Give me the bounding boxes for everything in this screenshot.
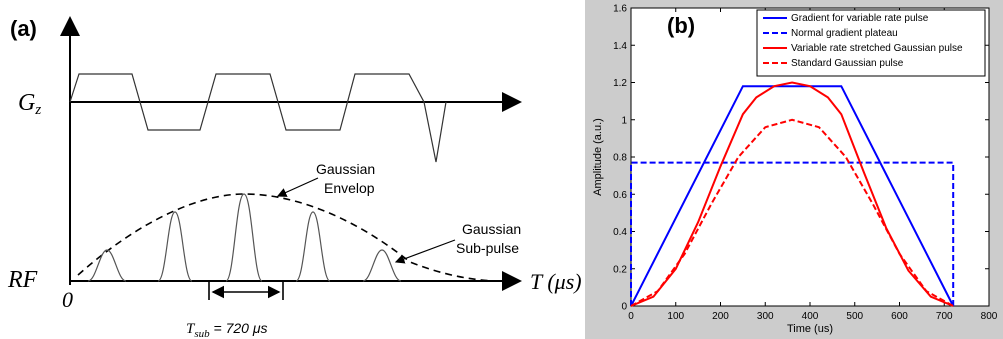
legend-entry: Normal gradient plateau [791,28,898,39]
gaussian-subpulse-label-line2: Sub-pulse [456,240,519,256]
x-tick-label: 400 [802,311,819,322]
gaussian-subpulse-2 [157,211,193,282]
y-tick-label: 1.2 [613,78,627,89]
series-group [630,81,955,307]
y-tick-label: 0.6 [613,190,627,201]
x-tick-label: 700 [936,311,953,322]
envelope-arrow [276,177,319,197]
gaussian-envelope-curve [77,193,496,282]
subpulse-arrow [394,239,456,264]
schematic-panel-a: (a) Gz RF 0 T (μs) Gaussian Envelop Gaus… [7,16,582,339]
x-tick-label: 500 [846,311,863,322]
series-line-3 [630,81,954,307]
gz-waveform [69,73,447,163]
x-tick-label: 100 [667,311,684,322]
gaussian-envelope-label-line1: Gaussian [316,161,375,177]
gaussian-subpulse-4 [295,211,331,282]
x-tick-label: 600 [891,311,908,322]
legend-entry: Gradient for variable rate pulse [791,13,929,24]
rf-label: RF [7,267,38,293]
gaussian-subpulse-5 [362,249,402,282]
y-tick-label: 1.6 [613,4,627,15]
legend-entry: Standard Gaussian pulse [791,58,904,69]
gaussian-envelope-label-line2: Envelop [324,180,375,196]
y-tick-label: 0 [621,302,627,313]
series-line-1 [630,85,955,307]
panel-b-label: (b) [667,13,695,38]
x-axis-title: Time (us) [787,323,833,335]
legend-box [756,9,986,77]
y-tick-label: 0.2 [613,264,627,275]
time-axis-label: T (μs) [530,269,582,294]
legend: Gradient for variable rate pulse Normal g… [756,9,986,77]
y-tick-label: 1.4 [613,41,627,52]
y-tick-label: 0.8 [613,153,627,164]
schematic-svg: (a) Gz RF 0 T (μs) Gaussian Envelop Gaus… [7,16,582,339]
axis-ticks: 0 100 200 300 400 500 600 700 800 0 0.2 0.4 0.6 0.8 1 1… [613,4,998,323]
tsub-label: Tsub = 720 μs [186,320,268,339]
y-axis-title: Amplitude (a.u.) [592,118,604,196]
x-tick-label: 0 [628,311,634,322]
x-tick-label: 300 [757,311,774,322]
gaussian-subpulse-1 [87,249,127,282]
y-tick-label: 1 [621,115,627,126]
legend-entry: Variable rate stretched Gaussian pulse [791,43,963,54]
gz-label: Gz [18,90,41,118]
origin-label: 0 [62,287,73,312]
y-tick-label: 0.4 [613,227,627,238]
series-line-4 [630,118,954,307]
chart-svg: 0 100 200 300 400 500 600 700 800 0 0.2 0.4 0.6 0.8 1 1… [585,0,1003,339]
panel-a-label: (a) [10,16,37,41]
chart-panel-b: 0 100 200 300 400 500 600 700 800 0 0.2 0.4 0.6 0.8 1 1… [585,0,1003,339]
x-tick-label: 200 [712,311,729,322]
gaussian-subpulse-3 [225,193,263,282]
x-tick-label: 800 [981,311,998,322]
gaussian-subpulse-label-line1: Gaussian [462,221,521,237]
